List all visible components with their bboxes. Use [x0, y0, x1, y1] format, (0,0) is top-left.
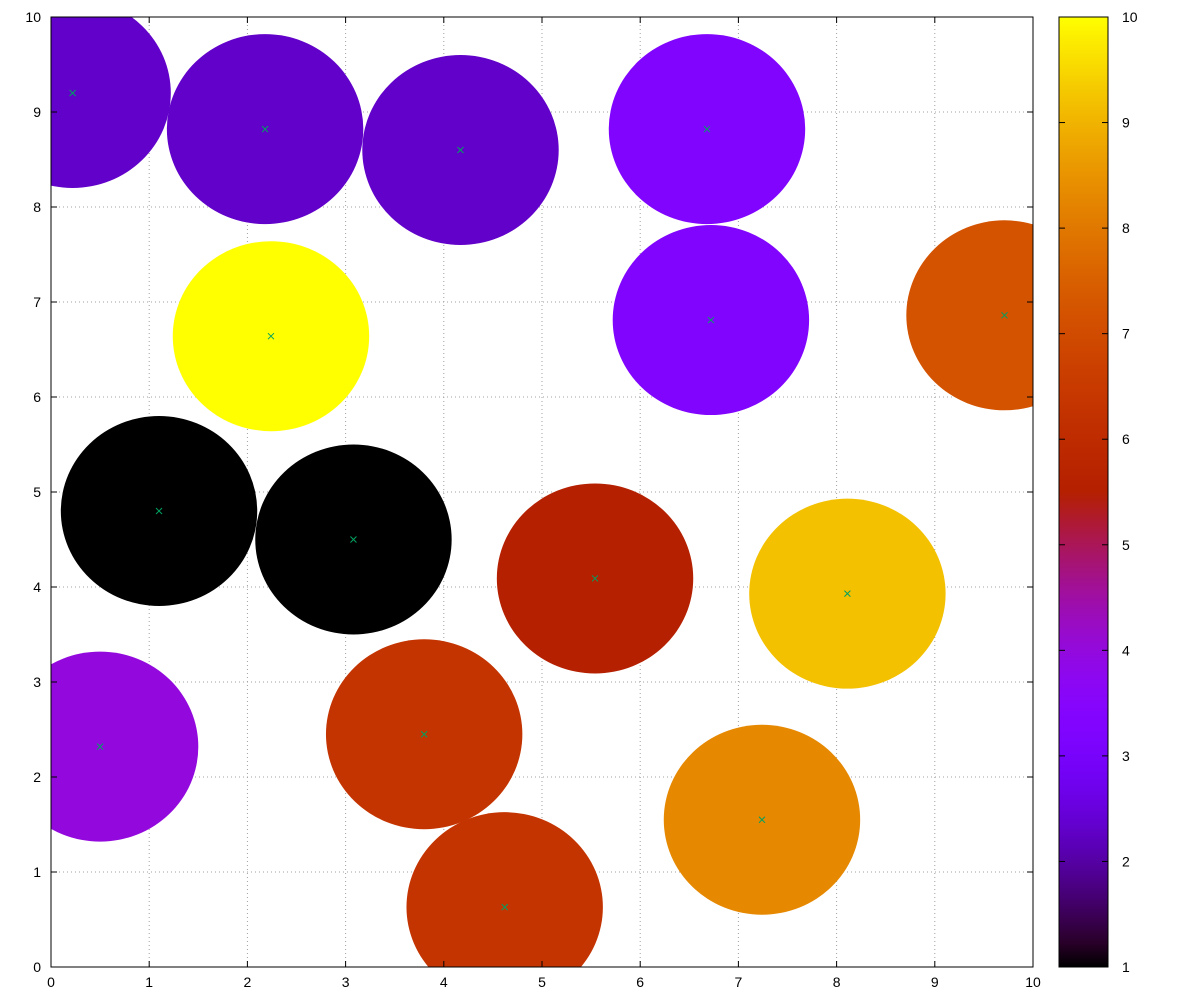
x-tick-label: 8	[833, 974, 841, 990]
y-tick-label: 2	[33, 769, 41, 785]
x-tick-label: 9	[931, 974, 939, 990]
center-marker	[457, 146, 464, 154]
bubble-layer	[51, 17, 1033, 967]
x-tick-label: 3	[342, 974, 350, 990]
x-tick-label: 5	[538, 974, 546, 990]
y-tick-label: 7	[33, 294, 41, 310]
bubble	[406, 812, 603, 967]
x-tick-label: 4	[440, 974, 448, 990]
center-marker	[420, 730, 428, 738]
colorbar-tick-label: 7	[1122, 326, 1130, 342]
center-marker	[155, 507, 163, 515]
y-tick-label: 0	[33, 959, 41, 975]
colorbar-tick-label: 10	[1122, 9, 1138, 25]
axis-ticks	[50, 16, 1034, 968]
colorbar-tick-label: 4	[1122, 642, 1130, 658]
y-tick-label: 9	[33, 104, 41, 120]
y-axis-tick-labels: 0 1 2 3 4 5 6 7 8 9 10	[25, 9, 41, 975]
colorbar	[1058, 16, 1109, 968]
center-marker	[758, 816, 766, 824]
y-tick-label: 10	[25, 9, 41, 25]
colorbar-tick-labels: 1 2 3 4 5 6 7 8 9 10	[1122, 9, 1138, 975]
x-tick-label: 1	[145, 974, 153, 990]
x-tick-label: 6	[636, 974, 644, 990]
center-marker	[707, 316, 715, 324]
bubble	[51, 651, 199, 842]
bubble	[906, 220, 1033, 411]
center-marker	[350, 536, 357, 543]
y-tick-label: 3	[33, 674, 41, 690]
colorbar-ticks	[1059, 16, 1108, 968]
x-tick-label: 0	[47, 974, 55, 990]
center-marker	[267, 332, 275, 340]
colorbar-tick-label: 2	[1122, 853, 1130, 869]
x-tick-label: 7	[735, 974, 743, 990]
colorbar-tick-label: 3	[1122, 748, 1130, 764]
y-tick-label: 4	[33, 579, 41, 595]
colorbar-tick-label: 5	[1122, 537, 1130, 553]
bubble	[51, 17, 171, 188]
center-marker	[501, 903, 509, 911]
x-tick-label: 2	[244, 974, 252, 990]
center-marker	[703, 125, 711, 133]
x-axis-tick-labels: 0 1 2 3 4 5 6 7 8 9 10	[47, 974, 1041, 990]
y-tick-label: 1	[33, 864, 41, 880]
y-tick-label: 5	[33, 484, 41, 500]
center-marker-layer	[69, 89, 1008, 911]
x-tick-label: 10	[1025, 974, 1041, 990]
colorbar-tick-label: 6	[1122, 431, 1130, 447]
center-marker	[844, 590, 851, 598]
center-marker	[1001, 311, 1008, 319]
colorbar-tick-label: 1	[1122, 959, 1130, 975]
center-marker	[261, 125, 269, 133]
y-tick-label: 8	[33, 199, 41, 215]
center-marker	[96, 743, 104, 750]
center-marker	[69, 89, 76, 97]
colorbar-tick-label: 9	[1122, 115, 1130, 131]
center-marker	[591, 575, 599, 582]
y-tick-label: 6	[33, 389, 41, 405]
colorbar-tick-label: 8	[1122, 220, 1130, 236]
